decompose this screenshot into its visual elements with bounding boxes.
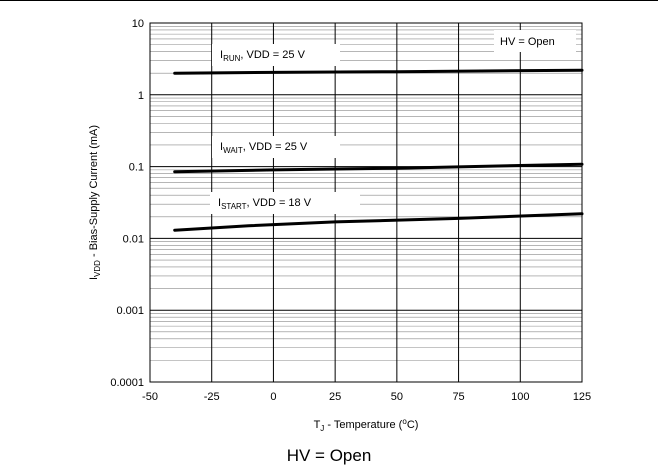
series-layer	[173, 68, 584, 232]
x-axis-title: TJ - Temperature (oC)	[314, 417, 419, 433]
top-rule	[0, 0, 658, 1]
y-tick-label: 10	[132, 18, 144, 30]
x-tick-label: 75	[452, 391, 464, 403]
plot-frame	[149, 22, 583, 383]
series-label-box	[212, 136, 340, 158]
series-label-iwait: IWAIT, VDD = 25 V	[220, 141, 308, 155]
series-line-iwait	[173, 162, 584, 174]
series-label-istart: ISTART, VDD = 18 V	[218, 197, 312, 211]
y-tick-label: 0.01	[123, 233, 144, 245]
y-tick-label: 0.0001	[110, 377, 144, 389]
tick-label-layer: -50 -25 0 25 50 75 100 125 10 1 0.1 0.01 0.001 0.0001	[110, 18, 591, 403]
x-tick-label: 50	[391, 391, 403, 403]
y-axis-title-main: I	[88, 277, 100, 280]
y-axis-title: IVDD - Bias-Supply Current (mA)	[88, 125, 102, 280]
series-label-sub: WAIT	[223, 146, 243, 155]
x-axis-title-end: C)	[407, 419, 419, 431]
x-axis-title-sup: o	[402, 417, 407, 426]
y-tick-label: 1	[138, 90, 144, 102]
series-label-sub: START	[221, 202, 247, 211]
series-label-main: I	[220, 141, 223, 153]
y-tick-label: 0.1	[129, 162, 144, 174]
x-tick-label: 25	[329, 391, 341, 403]
series-label-box	[210, 192, 360, 214]
x-tick-label: -25	[204, 391, 220, 403]
legend-box-frame	[494, 30, 576, 52]
series-label-box	[212, 44, 340, 66]
series-label-irun: IRUN, VDD = 25 V	[220, 49, 306, 63]
x-axis-title-main: T	[314, 419, 321, 431]
series-label-rest: , VDD = 25 V	[240, 49, 305, 61]
y-axis-title-sub: VDD	[93, 260, 102, 277]
y-axis-title-rest: - Bias-Supply Current (mA)	[88, 125, 100, 260]
y-tick-label: 0.001	[116, 305, 144, 317]
series-line-istart	[173, 212, 584, 232]
x-tick-label: 0	[270, 391, 276, 403]
legend-box-text: HV = Open	[500, 36, 555, 48]
legend-box: HV = Open	[494, 30, 576, 52]
x-tick-label: -50	[142, 391, 158, 403]
series-label-sub: RUN	[223, 54, 241, 63]
series-line-irun	[173, 68, 584, 75]
series-label-main: I	[218, 197, 221, 209]
x-axis-title-rest: - Temperature (	[324, 419, 402, 431]
series-label-rest: , VDD = 18 V	[247, 197, 312, 209]
series-label-rest: , VDD = 25 V	[243, 141, 308, 153]
chart-caption: HV = Open	[286, 446, 372, 465]
bias-supply-current-chart: -50 -25 0 25 50 75 100 125 10 1 0.1 0.01 0.001 0.0001…	[88, 18, 591, 433]
x-tick-label: 125	[573, 391, 591, 403]
x-axis-title-sub: J	[320, 424, 324, 433]
series-label-main: I	[220, 49, 223, 61]
x-tick-label: 100	[511, 391, 529, 403]
